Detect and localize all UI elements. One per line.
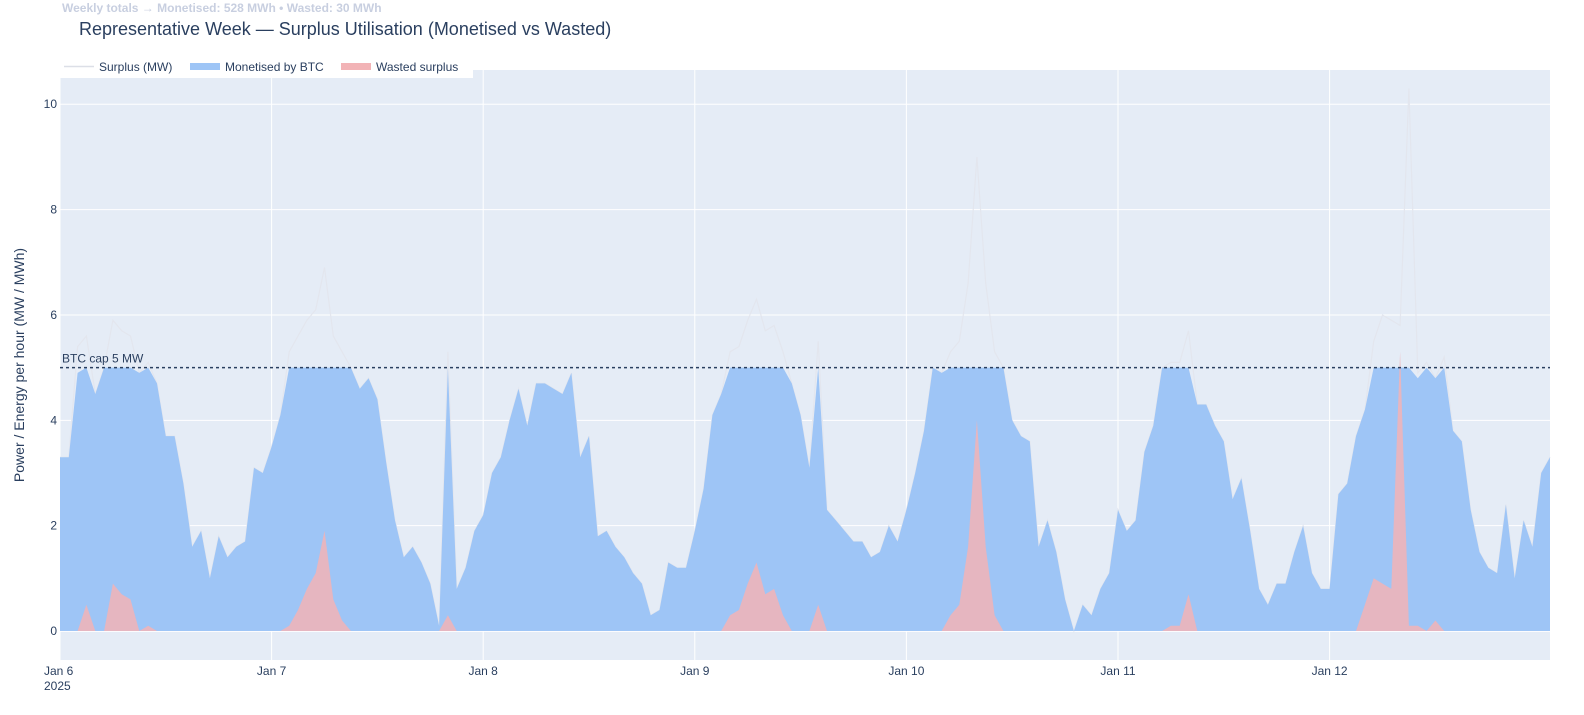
totals-note: Weekly totals → Monetised: 528 MWh • Was… (62, 1, 382, 15)
legend: Surplus (MW) Monetised by BTC Wasted sur… (60, 55, 473, 78)
legend-label-monetised: Monetised by BTC (225, 60, 324, 74)
x-tick-label: Jan 11 (1100, 664, 1135, 678)
y-tick-label: 8 (50, 203, 57, 217)
y-axis: 0 2 4 6 8 10 (44, 97, 58, 638)
x-tick-label: Jan 7 (257, 664, 287, 678)
series-monetised-area (60, 367, 1550, 631)
y-tick-label: 0 (50, 624, 57, 638)
x-tick-label: Jan 6 (44, 664, 74, 678)
legend-label-wasted: Wasted surplus (376, 60, 458, 74)
btc-cap-label: BTC cap 5 MW (62, 352, 144, 366)
y-tick-label: 6 (50, 308, 57, 322)
series-layer (60, 88, 1551, 634)
y-tick-label: 2 (50, 519, 57, 533)
y-axis-title: Power / Energy per hour (MW / MWh) (11, 248, 27, 482)
y-tick-label: 4 (50, 413, 57, 427)
legend-item-monetised[interactable]: Monetised by BTC (190, 60, 324, 74)
series-wasted-area (60, 351, 1550, 631)
legend-item-surplus[interactable]: Surplus (MW) (64, 60, 172, 74)
legend-item-wasted[interactable]: Wasted surplus (341, 60, 458, 74)
y-tick-label: 10 (44, 97, 58, 111)
x-tick-label: Jan 8 (469, 664, 499, 678)
chart-title: Representative Week — Surplus Utilisatio… (79, 19, 611, 39)
legend-label-surplus: Surplus (MW) (99, 60, 172, 74)
x-tick-sublabel: 2025 (44, 679, 71, 693)
x-tick-label: Jan 9 (680, 664, 710, 678)
x-tick-label: Jan 10 (888, 664, 924, 678)
x-tick-label: Jan 12 (1312, 664, 1348, 678)
